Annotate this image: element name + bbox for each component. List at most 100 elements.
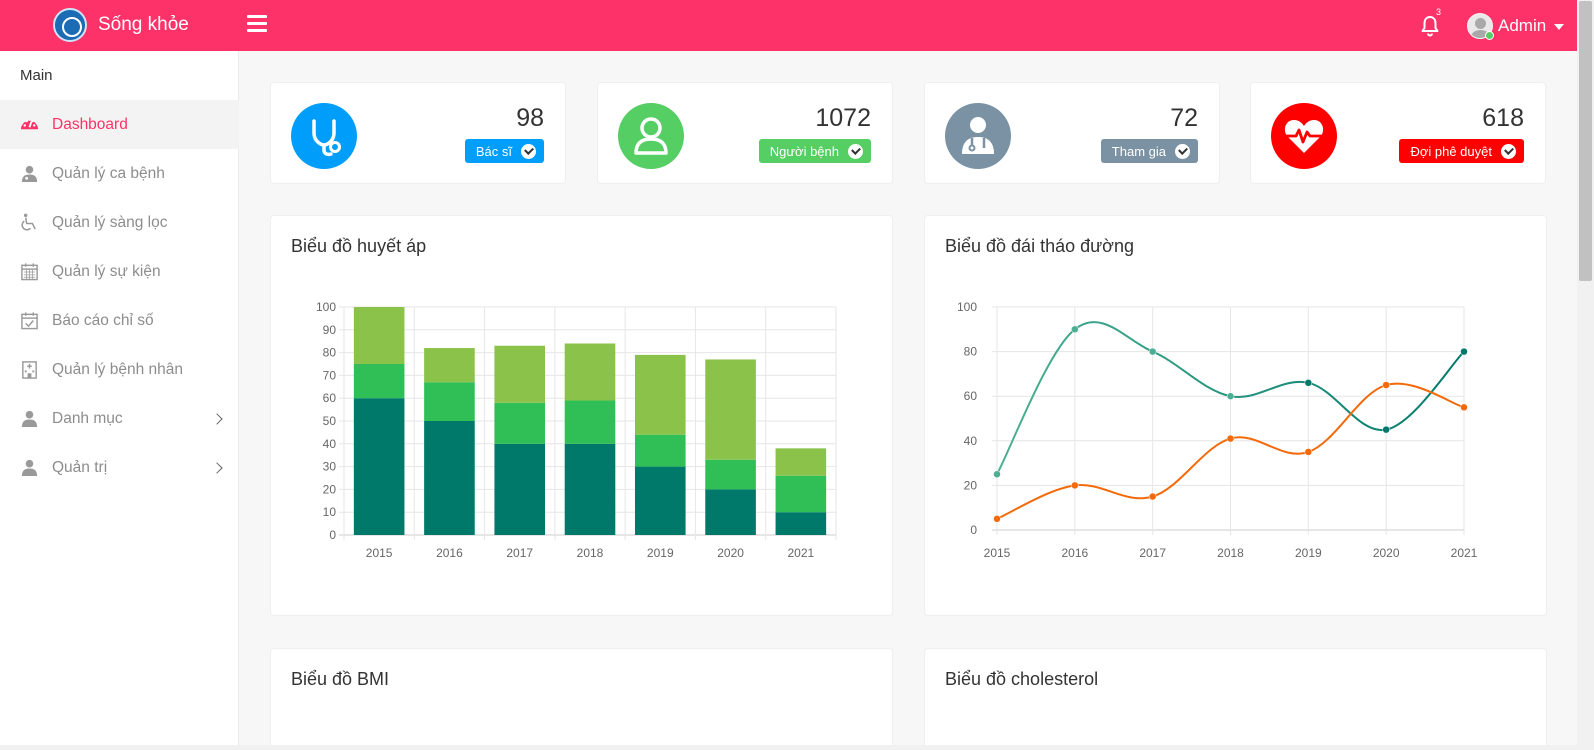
cholesterol-chart-card: Biểu đồ cholesterol: [924, 648, 1547, 750]
bar-segment: [424, 421, 475, 535]
sidebar-item-label: Quản lý ca bệnh: [52, 164, 165, 182]
y-tick-label: 0: [970, 523, 977, 537]
stat-value: 72: [1170, 104, 1198, 132]
y-tick-label: 10: [323, 505, 337, 519]
stat-badge-label: Tham gia: [1111, 143, 1166, 159]
blood-pressure-bar-chart: 0 10 20 30 40 50 60 70 80 90 100 2015 2016 2017 2018 20…: [316, 300, 837, 560]
data-point: [993, 515, 1001, 523]
bar-segment: [775, 448, 827, 476]
bar-segment: [775, 475, 827, 513]
y-tick-label: 40: [323, 437, 337, 451]
stat-badge-label: Đợi phê duyệt: [1410, 143, 1492, 159]
sidebar-item-events[interactable]: Quản lý sự kiện: [0, 247, 239, 296]
bar-segment: [634, 466, 686, 535]
scrollbar-thumb[interactable]: [1579, 1, 1592, 281]
chart-title: Biểu đồ đái tháo đường: [945, 236, 1134, 256]
data-point: [1148, 347, 1157, 356]
sidebar-item-dashboard[interactable]: Dashboard: [0, 100, 239, 149]
stat-card-participants: 72 Tham gia: [924, 82, 1220, 184]
blood-pressure-chart-card: Biểu đồ huyết áp 0 10 20 30 40 50 60 70 80 90 100 2…: [270, 215, 893, 616]
brand-name[interactable]: Sống khỏe: [98, 14, 189, 35]
bar-segment: [775, 512, 827, 535]
y-tick-label: 60: [964, 389, 978, 403]
data-point: [1460, 347, 1468, 356]
app-logo[interactable]: [53, 8, 87, 42]
bar-segment: [353, 307, 405, 364]
y-tick-label: 80: [323, 346, 337, 360]
data-point: [1382, 381, 1390, 389]
bmi-chart-card: Biểu đồ BMI: [270, 648, 893, 750]
calendar-icon: [21, 263, 38, 281]
x-tick-label: 2019: [1295, 546, 1322, 560]
stat-badge[interactable]: Đợi phê duyệt: [1399, 139, 1524, 163]
x-tick-label: 2015: [366, 546, 393, 560]
horizontal-scrollbar[interactable]: [0, 745, 1577, 750]
online-status-dot: [1485, 31, 1494, 40]
y-tick-label: 40: [964, 434, 978, 448]
stat-card-pending: 618 Đợi phê duyệt: [1250, 82, 1546, 184]
y-tick-label: 100: [957, 300, 977, 314]
user-icon: [21, 410, 38, 428]
x-tick-label: 2021: [788, 546, 815, 560]
x-tick-label: 2015: [984, 546, 1011, 560]
bell-icon[interactable]: [1418, 14, 1442, 38]
stat-icon-circle: [618, 103, 684, 169]
sidebar-item-categories[interactable]: Danh mục: [0, 394, 239, 443]
chevron-right-icon: [211, 412, 223, 425]
menu-toggle-button[interactable]: [247, 15, 267, 35]
chart-title: Biểu đồ BMI: [291, 669, 390, 689]
dashboard-icon: [20, 119, 39, 130]
bar-segment: [564, 343, 616, 401]
top-header: Sống khỏe 3 Admin: [0, 0, 1594, 51]
user-menu[interactable]: Admin: [1467, 12, 1565, 40]
bar-segment: [353, 398, 405, 535]
sidebar-item-case-management[interactable]: Quản lý ca bệnh: [0, 149, 239, 198]
stat-badge[interactable]: Tham gia: [1100, 139, 1198, 163]
stat-value: 618: [1482, 104, 1524, 132]
bar-segment: [494, 345, 546, 403]
y-tick-label: 20: [323, 482, 337, 496]
doctor-user-icon: [21, 165, 38, 183]
sidebar-item-label: Danh mục: [52, 409, 123, 427]
x-tick-label: 2018: [1217, 546, 1244, 560]
sidebar-item-label: Quản lý bệnh nhân: [52, 360, 183, 378]
sidebar-item-admin[interactable]: Quản trị: [0, 443, 239, 492]
x-tick-label: 2019: [647, 546, 674, 560]
user-outline-icon: [634, 117, 668, 155]
sidebar: Main Dashboard Quản lý ca bệnh Quản lý s…: [0, 51, 239, 750]
vertical-scrollbar[interactable]: [1577, 0, 1594, 750]
stat-icon-circle: [1271, 103, 1337, 169]
stat-badge[interactable]: Bác sĩ: [464, 139, 544, 163]
sidebar-item-reports[interactable]: Báo cáo chỉ số: [0, 296, 239, 345]
stat-badge[interactable]: Người bệnh: [758, 139, 871, 163]
x-tick-label: 2018: [577, 546, 604, 560]
bar-segment: [564, 443, 616, 535]
stat-card-doctors: 98 Bác sĩ: [270, 82, 566, 184]
x-tick-label: 2020: [1373, 546, 1400, 560]
data-point: [1148, 492, 1157, 501]
stat-value: 98: [516, 104, 544, 132]
calendar-check-icon: [21, 312, 38, 330]
notification-count-badge: 3: [1434, 7, 1444, 18]
data-point: [1304, 379, 1313, 387]
y-tick-label: 50: [323, 414, 337, 428]
sidebar-item-patients[interactable]: Quản lý bệnh nhân: [0, 345, 239, 394]
stat-card-patients: 1072 Người bệnh: [597, 82, 893, 184]
y-tick-label: 80: [964, 345, 978, 359]
bar-segment: [705, 459, 756, 490]
diabetes-chart-card: Biểu đồ đái tháo đường 0 20 40 60 80 100 2015 2…: [924, 215, 1547, 616]
data-point: [1304, 448, 1313, 456]
check-circle-icon: [521, 143, 536, 159]
y-tick-label: 100: [316, 300, 336, 314]
check-circle-icon: [848, 143, 863, 159]
stat-badge-label: Bác sĩ: [475, 143, 512, 159]
data-point: [1460, 403, 1468, 412]
x-tick-label: 2016: [1061, 546, 1088, 560]
x-tick-label: 2020: [717, 546, 744, 560]
diabetes-line-chart: 0 20 40 60 80 100 2015 2016 2017 2018 2019 2020 2021: [957, 300, 1478, 560]
x-tick-label: 2017: [506, 546, 533, 560]
avatar: [1467, 13, 1493, 39]
y-tick-label: 0: [329, 528, 336, 542]
bar-segment: [494, 443, 546, 535]
sidebar-item-screening[interactable]: Quản lý sàng lọc: [0, 198, 239, 247]
